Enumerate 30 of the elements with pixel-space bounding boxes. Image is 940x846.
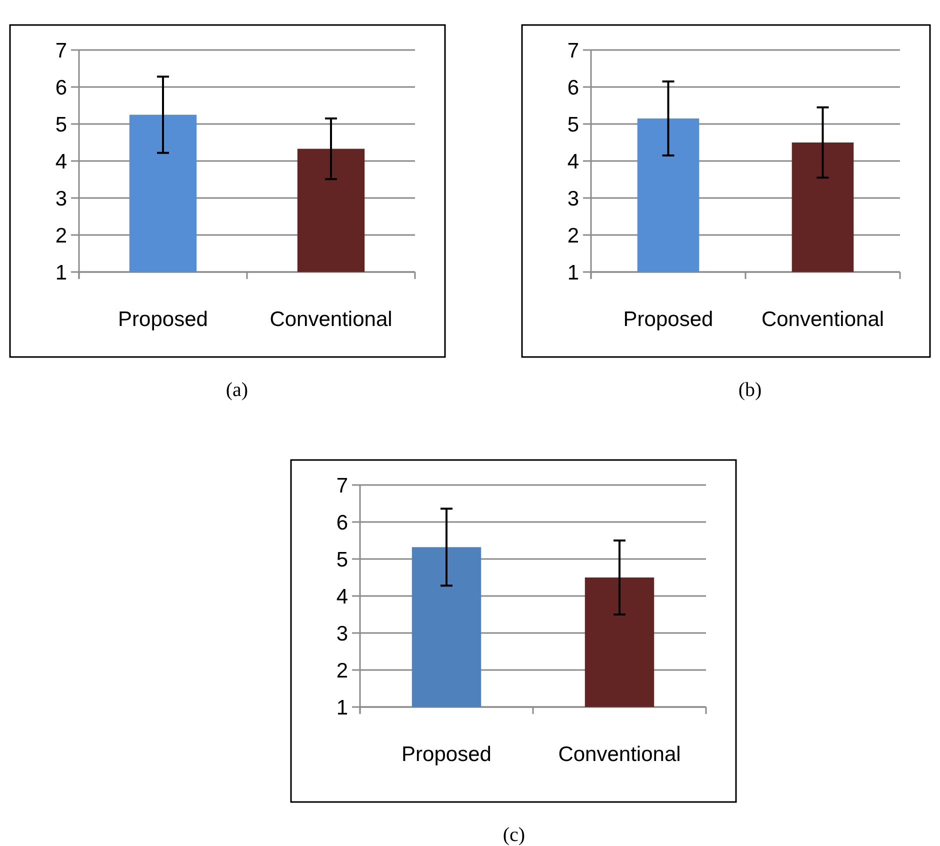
y-tick-label: 4 — [55, 150, 68, 174]
y-tick-label: 2 — [336, 659, 348, 682]
x-tick-label: Proposed — [623, 308, 714, 331]
y-tick-label: 1 — [55, 261, 67, 284]
text: (c) — [502, 824, 526, 846]
y-tick-label: 4 — [336, 585, 348, 608]
y-tick-label: 6 — [55, 76, 67, 100]
y-tick-label: 1 — [336, 696, 348, 720]
y-tick-label: 3 — [567, 187, 579, 210]
y-tick-label: 5 — [55, 113, 67, 136]
y-tick-label: 1 — [567, 261, 579, 284]
y-tick-label: 3 — [55, 187, 67, 210]
y-tick-label: 7 — [55, 39, 67, 62]
y-tick-label: 7 — [336, 474, 348, 498]
text: (b) — [738, 379, 762, 401]
x-tick-label: Proposed — [118, 308, 208, 331]
x-tick-label: Conventional — [761, 308, 884, 331]
y-tick-label: 2 — [567, 224, 579, 248]
y-tick-label: 3 — [336, 622, 348, 646]
y-tick-label: 5 — [567, 113, 579, 136]
x-tick-label: Conventional — [270, 308, 392, 331]
y-tick-label: 6 — [567, 76, 579, 100]
x-tick-label: Conventional — [558, 743, 681, 766]
y-tick-label: 5 — [336, 548, 348, 572]
y-tick-label: 7 — [567, 39, 579, 62]
text: (a) — [226, 379, 248, 401]
y-tick-label: 4 — [567, 150, 580, 174]
x-tick-label: Proposed — [402, 743, 492, 766]
y-tick-label: 2 — [55, 224, 67, 248]
y-tick-label: 6 — [336, 511, 348, 534]
